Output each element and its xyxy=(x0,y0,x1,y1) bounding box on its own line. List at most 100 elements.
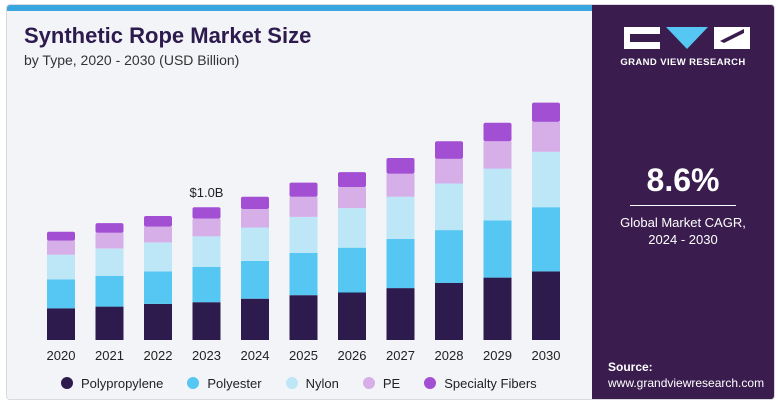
bar-segment-polyester-2028 xyxy=(435,230,463,283)
x-tick-label-2029: 2029 xyxy=(483,348,512,363)
bar-segment-polyester-2020 xyxy=(47,279,75,309)
bar-segment-polyester-2026 xyxy=(338,247,366,293)
stacked-bar-chart: 2020 2021 2022 2023 $1.0B 2024 2025 2026 2027 202… xyxy=(47,102,561,363)
x-tick-label-2026: 2026 xyxy=(338,348,367,363)
legend-item-specialty-fibers: Specialty Fibers xyxy=(424,375,537,391)
bar-segment-polypropylene-2027 xyxy=(386,288,415,340)
legend-swatch xyxy=(362,377,375,389)
bar-segment-polypropylene-2029 xyxy=(483,277,512,340)
source-link[interactable]: www.grandviewresearch.com xyxy=(608,376,765,390)
top-accent-bar xyxy=(7,5,592,11)
bar-segment-pe-2027 xyxy=(386,173,415,197)
bar-segment-polypropylene-2026 xyxy=(338,292,366,340)
cagr-label-line-2: 2024 - 2030 xyxy=(648,232,718,247)
cagr-label-line-1: Global Market CAGR, xyxy=(620,215,746,230)
bar-segment-specialty-fibers-2027 xyxy=(386,158,415,174)
bar-segment-polyester-2023 xyxy=(192,267,221,303)
bar-segment-pe-2025 xyxy=(289,196,318,217)
bar-segment-polyester-2027 xyxy=(386,238,415,289)
bar-segment-nylon-2020 xyxy=(47,254,75,280)
grand-view-research-logo xyxy=(624,27,750,49)
cagr-value: 8.6% xyxy=(646,162,720,198)
bar-segment-nylon-2021 xyxy=(95,248,124,276)
bar-segment-pe-2022 xyxy=(144,226,172,243)
bar-segment-nylon-2024 xyxy=(241,227,269,261)
legend-item-pe: PE xyxy=(362,375,401,391)
bar-segment-nylon-2030 xyxy=(532,151,560,208)
bar-segment-polyester-2025 xyxy=(289,252,318,296)
source-title: Source: xyxy=(608,360,653,374)
logo-triangle xyxy=(666,27,708,49)
bar-segment-nylon-2028 xyxy=(435,183,463,231)
legend-swatch xyxy=(61,377,73,389)
logo-notch-left xyxy=(630,34,660,42)
x-tick-label-2025: 2025 xyxy=(289,348,318,363)
x-tick-label-2028: 2028 xyxy=(435,348,464,363)
brand-name: GRAND VIEW RESEARCH xyxy=(620,57,746,68)
legend-swatch xyxy=(424,377,437,389)
bar-segment-specialty-fibers-2022 xyxy=(144,216,172,227)
chart-panel: Synthetic Rope Market Size by Type, 2020… xyxy=(7,5,592,399)
chart-card: Synthetic Rope Market Size by Type, 2020… xyxy=(6,4,775,400)
legend-label: PE xyxy=(382,375,401,391)
chart-legend: Polypropylene Polyester Nylon PE Specialty F… xyxy=(61,374,561,392)
bar-segment-nylon-2022 xyxy=(144,242,172,272)
bar-segment-polypropylene-2028 xyxy=(435,282,463,340)
bar-segment-polypropylene-2024 xyxy=(241,298,269,340)
bar-segment-specialty-fibers-2030 xyxy=(532,102,560,122)
legend-item-polypropylene: Polypropylene xyxy=(61,376,163,391)
bar-segment-polypropylene-2022 xyxy=(144,303,172,340)
bar-segment-polyester-2030 xyxy=(532,207,560,272)
brand-sidebar: GRAND VIEW RESEARCH 8.6% Global Market C… xyxy=(592,5,774,399)
bar-segment-polypropylene-2023 xyxy=(192,302,221,340)
bar-segment-pe-2024 xyxy=(241,209,269,228)
legend-swatch xyxy=(187,377,200,389)
legend-label: Polypropylene xyxy=(81,375,164,391)
bar-segment-nylon-2025 xyxy=(289,216,318,253)
bar-segment-pe-2029 xyxy=(483,141,512,169)
bar-value-annotation: $1.0B xyxy=(190,185,224,200)
legend-item-nylon: Nylon xyxy=(285,375,339,391)
cagr-label: Global Market CAGR, 2024 - 2030 xyxy=(592,214,774,248)
bar-segment-specialty-fibers-2021 xyxy=(95,223,124,233)
bar-segment-polypropylene-2025 xyxy=(289,295,318,340)
x-tick-label-2024: 2024 xyxy=(241,348,270,363)
chart-title: Synthetic Rope Market Size xyxy=(24,23,312,48)
bar-segment-specialty-fibers-2029 xyxy=(483,122,512,142)
bar-segment-polypropylene-2020 xyxy=(47,308,75,340)
bar-segment-specialty-fibers-2028 xyxy=(435,141,463,159)
chart-subtitle: by Type, 2020 - 2030 (USD Billion) xyxy=(24,52,240,68)
x-tick-label-2021: 2021 xyxy=(95,348,124,363)
bar-segment-polypropylene-2030 xyxy=(532,271,560,340)
bar-segment-polypropylene-2021 xyxy=(95,306,124,340)
bar-segment-nylon-2026 xyxy=(338,208,366,248)
bar-segment-specialty-fibers-2023 xyxy=(192,207,221,219)
cagr-divider xyxy=(630,205,736,206)
logo-slash-right xyxy=(720,29,744,43)
x-tick-label-2030: 2030 xyxy=(532,348,561,363)
bar-segment-polyester-2029 xyxy=(483,220,512,278)
bar-segment-specialty-fibers-2026 xyxy=(338,172,366,187)
bar-segment-pe-2026 xyxy=(338,187,366,209)
bar-segment-pe-2030 xyxy=(532,121,560,152)
bar-segment-pe-2021 xyxy=(95,232,124,249)
x-tick-label-2023: 2023 xyxy=(192,348,221,363)
bar-segment-specialty-fibers-2020 xyxy=(47,231,75,241)
bar-segment-specialty-fibers-2025 xyxy=(289,182,318,197)
bar-segment-polyester-2024 xyxy=(241,260,269,299)
bar-segment-specialty-fibers-2024 xyxy=(241,196,269,209)
bar-segment-nylon-2027 xyxy=(386,196,415,239)
legend-item-polyester: Polyester xyxy=(187,376,262,391)
legend-label: Nylon xyxy=(305,375,339,391)
bar-segment-pe-2020 xyxy=(47,240,75,255)
legend-label: Specialty Fibers xyxy=(444,375,537,391)
legend-swatch xyxy=(285,377,298,389)
bar-segment-pe-2023 xyxy=(192,218,221,237)
bar-segment-pe-2028 xyxy=(435,158,463,184)
bar-segment-polyester-2022 xyxy=(144,271,172,304)
bar-segment-nylon-2023 xyxy=(192,236,221,267)
x-tick-label-2020: 2020 xyxy=(47,348,76,363)
bar-segment-polyester-2021 xyxy=(95,275,124,307)
x-tick-label-2022: 2022 xyxy=(144,348,173,363)
bar-segment-nylon-2029 xyxy=(483,168,512,221)
